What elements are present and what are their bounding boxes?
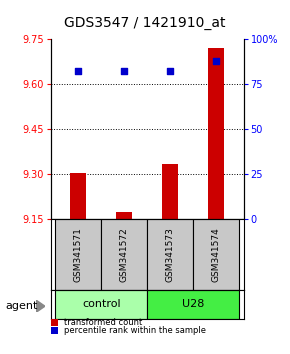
Text: U28: U28 [182,299,204,309]
Text: GSM341573: GSM341573 [166,227,175,282]
Bar [70,173,86,219]
Text: GSM341574: GSM341574 [211,228,221,282]
Text: control: control [82,299,121,309]
Point [168,69,173,74]
Bar [147,290,239,319]
Point [214,58,218,63]
Bar [116,212,132,219]
Point [76,69,81,74]
Bar [55,219,101,290]
Text: GDS3547 / 1421910_at: GDS3547 / 1421910_at [64,16,226,30]
Bar [101,219,147,290]
Point [122,69,126,74]
Text: agent: agent [6,301,38,311]
Text: percentile rank within the sample: percentile rank within the sample [64,326,206,335]
Bar [147,219,193,290]
Bar [208,48,224,219]
Bar [162,164,178,219]
Polygon shape [36,300,45,312]
Bar [193,219,239,290]
Text: GSM341571: GSM341571 [74,227,83,282]
Bar [55,290,147,319]
Text: GSM341572: GSM341572 [120,228,129,282]
Text: transformed count: transformed count [64,318,142,327]
